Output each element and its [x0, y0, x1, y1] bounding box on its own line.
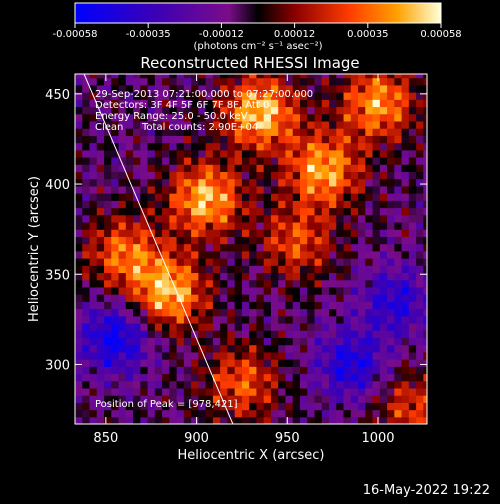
colorbar-tick-label: 0.00058: [420, 29, 461, 40]
y-tick-label: 450: [45, 88, 70, 103]
colorbar-tick-label: 0.00035: [347, 29, 388, 40]
x-tick-label: 950: [275, 431, 300, 446]
chart-title: Reconstructed RHESSI Image: [140, 54, 359, 72]
colorbar-tick-label: -0.00035: [126, 29, 171, 40]
colorbar-units: (photons cm⁻² s⁻¹ asec⁻²): [193, 41, 322, 52]
y-tick-label: 300: [45, 358, 70, 373]
annotation-method: Clean: [95, 122, 123, 133]
colorbar-tick-label: -0.00058: [53, 29, 98, 40]
x-axis-ticks: 850 900 950 1000: [93, 74, 395, 446]
timestamp: 16-May-2022 19:22: [362, 483, 490, 498]
x-tick-label: 850: [93, 431, 118, 446]
annotation-peak: Position of Peak = [978,421]: [95, 399, 238, 410]
x-tick-label: 900: [184, 431, 209, 446]
y-tick-label: 400: [45, 178, 70, 193]
colorbar-tick-label: 0.00012: [274, 29, 315, 40]
annotation-counts: Total counts: 2.90E+04: [141, 122, 258, 133]
x-tick-label: 1000: [361, 431, 394, 446]
colorbar: [74, 2, 442, 24]
annotation-energy: Energy Range: 25.0 - 50.0 keV: [95, 111, 248, 122]
colorbar-tick-label: -0.00012: [199, 29, 244, 40]
y-axis-label: Heliocentric Y (arcsec): [27, 176, 42, 322]
y-tick-label: 350: [45, 268, 70, 283]
plot-frame: [74, 73, 428, 425]
x-axis-label: Heliocentric X (arcsec): [178, 448, 325, 463]
annotation-block: 29-Sep-2013 07:21:00.000 to 07:27:00.000…: [95, 89, 313, 410]
colorbar-ticks: [74, 23, 442, 28]
annotation-time: 29-Sep-2013 07:21:00.000 to 07:27:00.000: [95, 89, 313, 100]
y-axis-ticks: 300 350 400 450: [45, 88, 427, 373]
heatmap: [75, 74, 427, 424]
solar-limb-line: [83, 74, 234, 424]
colorbar-labels: -0.00058 -0.00035 -0.00012 0.00012 0.00035 0.…: [53, 29, 462, 40]
annotation-detectors: Detectors: 3F 4F 5F 6F 7F 8F, Att 0: [95, 100, 269, 111]
